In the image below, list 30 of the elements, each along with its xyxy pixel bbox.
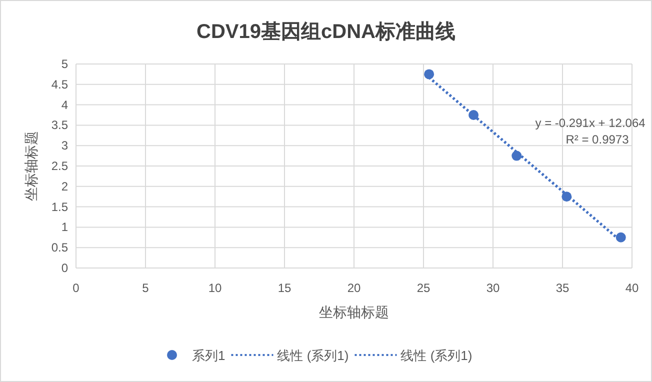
x-tick-label: 0 bbox=[72, 281, 80, 295]
y-tick-label: 1 bbox=[61, 220, 68, 234]
x-tick-label: 25 bbox=[416, 281, 430, 295]
annotation: y = -0.291x + 12.064 bbox=[535, 116, 646, 130]
x-tick-label: 10 bbox=[208, 281, 222, 295]
x-tick-label: 5 bbox=[142, 281, 150, 295]
y-axis-title: 坐标轴标题 bbox=[23, 131, 39, 201]
legend-label: 系列1 bbox=[192, 348, 226, 363]
x-tick-label: 30 bbox=[486, 281, 500, 295]
y-tick-label: 3 bbox=[61, 138, 68, 153]
x-axis-title: 坐标轴标题 bbox=[319, 304, 389, 320]
y-tick-label: 0 bbox=[61, 261, 68, 275]
y-tick-label: 5 bbox=[61, 57, 68, 71]
y-tick-label: 2 bbox=[61, 179, 68, 194]
point bbox=[424, 69, 434, 80]
y-tick-label: 3.5 bbox=[51, 118, 68, 132]
x-tick-label: 20 bbox=[347, 281, 361, 295]
y-tick-label: 0.5 bbox=[51, 240, 68, 255]
legend-label: 线性 (系列1) bbox=[400, 348, 472, 363]
y-tick-label: 1.5 bbox=[51, 200, 68, 214]
y-tick-label: 4.5 bbox=[51, 77, 68, 92]
legend-label: 线性 (系列1) bbox=[277, 348, 349, 363]
x-tick-label: 15 bbox=[278, 281, 292, 295]
chart-title: CDV19基因组cDNA标准曲线 bbox=[196, 20, 456, 43]
annotation: R² = 0.9973 bbox=[566, 132, 630, 147]
y-tick-label: 4 bbox=[61, 98, 68, 112]
point bbox=[616, 232, 626, 242]
x-tick-label: 35 bbox=[556, 281, 570, 295]
y-tick-label: 2.5 bbox=[51, 159, 68, 173]
x-tick-label: 40 bbox=[625, 281, 639, 295]
